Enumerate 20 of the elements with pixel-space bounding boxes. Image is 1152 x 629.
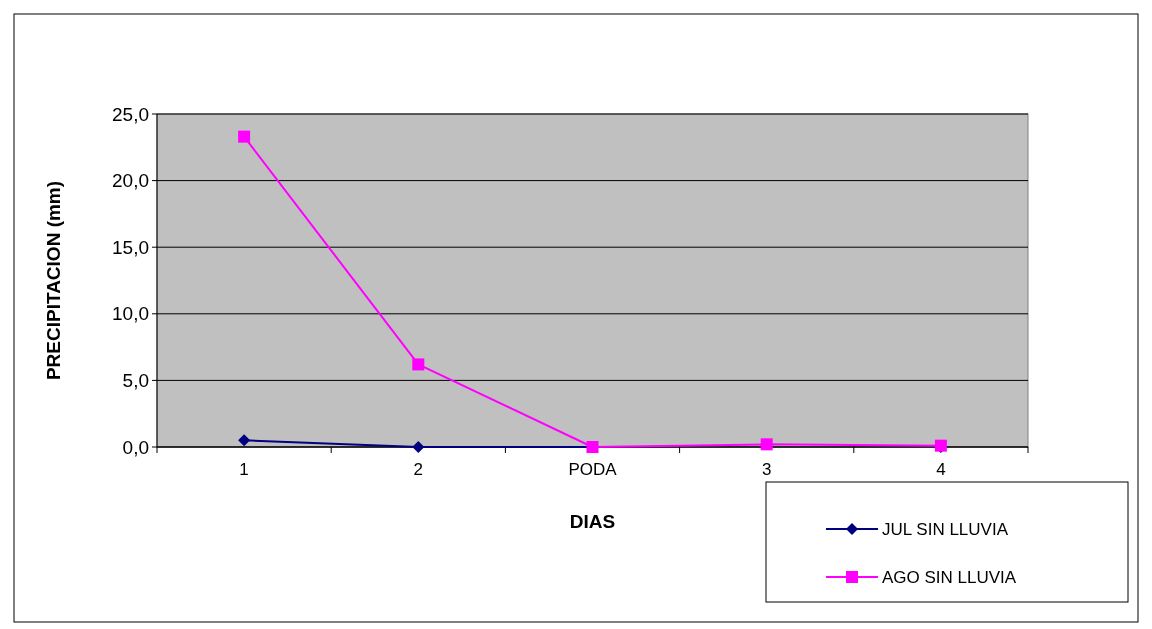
x-tick-label: 2 [413, 460, 424, 479]
legend-label: JUL SIN LLUVIA [882, 519, 1009, 539]
y-axis-title: PRECIPITACION (mm) [43, 180, 64, 381]
y-tick-label: 20,0 [112, 170, 149, 192]
y-tick-label: 15,0 [112, 236, 149, 258]
x-tick-label: 4 [936, 460, 946, 479]
y-tick-label: 10,0 [112, 303, 149, 325]
point [238, 434, 251, 447]
legend-label: AGO SIN LLUVIA [882, 567, 1017, 587]
y-tick-label: 5,0 [122, 370, 149, 392]
y-tick-label: 25,0 [112, 103, 149, 125]
x-axis-title: DIAS [569, 511, 616, 532]
y-tick-label: 0,0 [122, 436, 149, 458]
point [760, 438, 773, 451]
point [412, 441, 425, 453]
x-tick-label: 3 [761, 460, 772, 479]
x-tick-label: 1 [239, 460, 249, 479]
point [238, 130, 251, 143]
x-tick-label: PODA [568, 460, 618, 479]
point [412, 358, 425, 371]
